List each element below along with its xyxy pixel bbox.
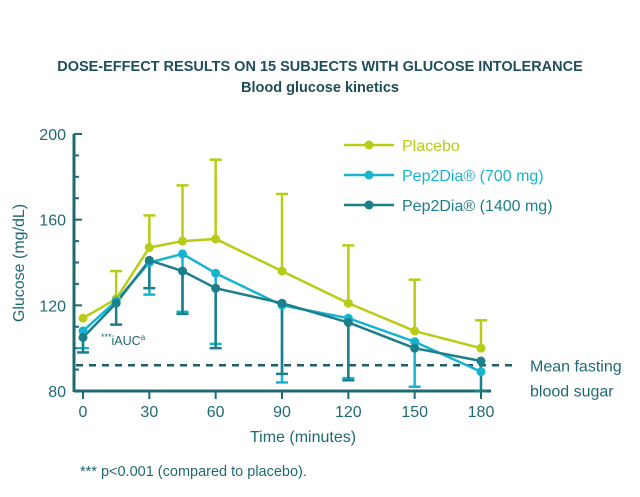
legend-label: Placebo [402,138,460,155]
x-axis-label: Time (minutes) [250,429,356,446]
data-point [211,234,221,244]
y-tick-label: 120 [39,298,66,315]
data-point [178,249,187,259]
x-tick-label: 0 [79,404,88,421]
data-point [211,283,221,293]
series-points [78,234,486,377]
iauc-annotation: ***iAUCa [101,332,146,348]
data-point [410,337,420,347]
y-tick-label: 200 [39,127,66,144]
data-point [343,317,353,327]
x-tick-label: 120 [335,404,362,421]
legend-marker [364,200,374,210]
data-point [144,243,154,253]
footnote: *** p<0.001 (compared to placebo). [80,464,307,480]
legend: Placebo Pep2Dia® (700 mg) Pep2Dia® (1400 m… [344,138,553,215]
data-point [211,268,221,278]
iauc-stars: *** [101,332,112,342]
iauc-superscript: a [141,333,146,342]
data-point [178,266,187,276]
legend-label: Pep2Dia® (1400 mg) [402,198,553,215]
x-tick-label: 180 [468,404,495,421]
data-point [277,298,287,308]
data-point [277,266,287,276]
reference-label-line1: Mean fasting [530,358,622,375]
data-point [111,298,121,308]
x-tick-label: 30 [140,404,158,421]
data-point [410,343,420,353]
x-tick-label: 90 [273,404,291,421]
x-tick-label: 60 [207,404,225,421]
y-tick-label: 80 [48,384,66,401]
chart-subtitle: Blood glucose kinetics [241,80,399,96]
data-point [476,343,486,353]
reference-label-line2: blood sugar [530,383,614,400]
data-point [476,367,486,377]
data-point [178,236,187,246]
legend-marker [364,170,374,180]
axes: 80 120 160 200 0 30 60 90 120 150 180 [39,127,494,421]
data-point [410,326,420,336]
y-axis-label: Glucose (mg/dL) [11,204,28,322]
legend-marker [364,140,374,150]
data-point [144,255,154,265]
data-point [78,326,88,336]
chart-title: DOSE-EFFECT RESULTS ON 15 SUBJECTS WITH … [57,59,583,75]
data-point [343,298,353,308]
reference-line-group: Mean fasting blood sugar [76,358,622,400]
iauc-text: iAUC [112,334,141,348]
x-tick-label: 150 [401,404,428,421]
data-point [476,356,486,366]
legend-label: Pep2Dia® (700 mg) [402,168,544,185]
data-point [78,332,88,342]
data-point [78,313,88,323]
y-tick-label: 160 [39,213,66,230]
